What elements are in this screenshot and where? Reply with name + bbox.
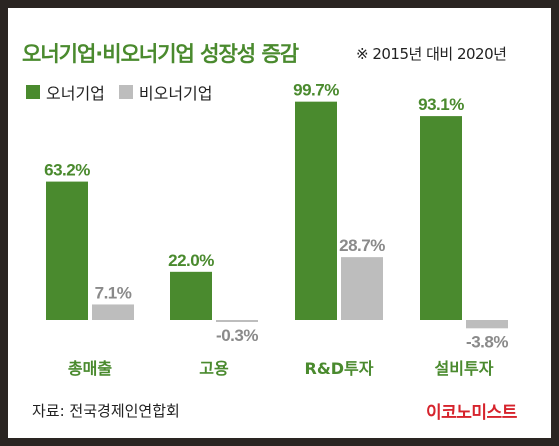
legend-swatch-owner [26, 85, 40, 99]
bar-owner-3 [420, 116, 462, 321]
brand-logo: 이코노미스트 [426, 403, 517, 423]
source-note: 자료: 전국경제인연합회 [32, 402, 180, 420]
bar-nonowner-2 [341, 257, 383, 320]
bar-owner-0 [46, 181, 88, 320]
value-label-owner-1: 22.0% [168, 251, 214, 270]
chart-note: ※ 2015년 대비 2020년 [356, 45, 507, 63]
legend-swatch-nonowner [118, 85, 133, 99]
bar-owner-1 [170, 271, 212, 320]
legend-item-nonowner: 비오너기업 [118, 80, 213, 104]
value-label-nonowner-3: -3.8% [466, 332, 508, 351]
bar-nonowner-1 [216, 320, 258, 322]
bar-owner-2 [295, 101, 337, 320]
legend-label-nonowner: 비오너기업 [138, 84, 213, 103]
chart-card: 오너기업·비오너기업 성장성 증감 ※ 2015년 대비 2020년 오너기업 … [8, 8, 551, 438]
legend: 오너기업 비오너기업 [26, 80, 227, 104]
bar-chart: 63.2% 7.1% 총매출 22.0% -0.3% 고용 99.7% 28.7% R&D투자 9… [44, 81, 509, 378]
legend-label-owner: 오너기업 [46, 84, 105, 103]
value-label-nonowner-2: 28.7% [339, 236, 385, 255]
category-label-0: 총매출 [68, 359, 112, 378]
chart-title: 오너기업·비오너기업 성장성 증감 [22, 42, 299, 66]
bar-nonowner-3 [466, 320, 508, 329]
legend-item-owner: 오너기업 [26, 80, 105, 104]
category-label-1: 고용 [199, 359, 229, 378]
category-label-2: R&D투자 [305, 359, 374, 378]
value-label-nonowner-0: 7.1% [95, 283, 132, 302]
value-label-owner-0: 63.2% [44, 161, 90, 180]
value-label-owner-3: 93.1% [418, 95, 464, 114]
value-label-nonowner-1: -0.3% [216, 326, 258, 345]
category-label-3: 설비투자 [435, 359, 494, 378]
bar-nonowner-0 [92, 304, 134, 320]
value-label-owner-2: 99.7% [293, 81, 339, 100]
